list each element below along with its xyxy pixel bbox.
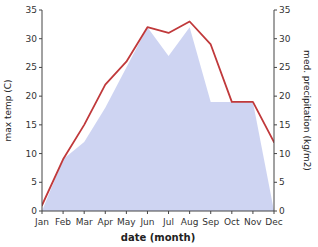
x-tick xyxy=(63,211,64,214)
y-axis-line xyxy=(42,10,43,211)
y-tick-label: 25 xyxy=(26,62,37,72)
y-tick-label: 10 xyxy=(26,149,38,159)
x-tick-label: Jun xyxy=(139,217,154,227)
y-tick xyxy=(39,182,42,183)
x-tick-label: Oct xyxy=(224,217,240,227)
x-tick xyxy=(168,211,169,214)
x-tick-label: Mar xyxy=(76,217,93,227)
x-tick-label: Nov xyxy=(244,217,262,227)
x-tick-label: Apr xyxy=(97,217,113,227)
y-tick xyxy=(39,67,42,68)
x-tick-label: Dec xyxy=(265,217,282,227)
y2-tick xyxy=(274,182,277,183)
area xyxy=(42,27,274,211)
x-tick xyxy=(252,211,253,214)
y-tick xyxy=(39,124,42,125)
y-tick-label: 30 xyxy=(26,34,38,44)
y2-tick xyxy=(274,124,277,125)
x-tick-label: Sep xyxy=(202,217,219,227)
x-tick xyxy=(210,211,211,214)
x-tick xyxy=(231,211,232,214)
x-tick xyxy=(274,211,275,214)
y2-tick-label: 20 xyxy=(279,91,291,101)
x-tick-label: May xyxy=(117,217,136,227)
y2-tick xyxy=(274,153,277,154)
y2-tick-label: 0 xyxy=(279,206,285,216)
y2-tick-label: 25 xyxy=(279,62,290,72)
y-tick-label: 15 xyxy=(26,120,37,130)
y-tick xyxy=(39,96,42,97)
y-tick-label: 20 xyxy=(26,91,38,101)
y2-tick-label: 5 xyxy=(279,177,285,187)
x-axis-label: date (month) xyxy=(121,232,195,243)
y-tick xyxy=(39,38,42,39)
y2-tick-label: 30 xyxy=(279,34,291,44)
y2-tick-label: 10 xyxy=(279,149,291,159)
y-tick-label: 5 xyxy=(31,177,37,187)
y2-axis-label: med. precipitation (kg/m2) xyxy=(302,50,312,171)
x-tick xyxy=(126,211,127,214)
y2-axis-line xyxy=(274,10,275,211)
y-tick-label: 0 xyxy=(31,206,37,216)
y-tick xyxy=(39,153,42,154)
x-tick xyxy=(189,211,190,214)
y2-tick xyxy=(274,10,277,11)
x-tick xyxy=(147,211,148,214)
x-tick xyxy=(84,211,85,214)
chart: 0 5 10 15 20 25 30 35 0 5 10 15 20 25 30 35 Jan Feb Mar Apr… xyxy=(0,0,318,247)
x-tick-label: Jul xyxy=(162,217,174,227)
y-tick xyxy=(39,10,42,11)
x-tick-label: Jan xyxy=(34,217,49,227)
x-tick xyxy=(42,211,43,214)
x-tick-label: Feb xyxy=(55,217,71,227)
plot-marks xyxy=(42,21,274,211)
x-tick xyxy=(105,211,106,214)
y-tick-label: 35 xyxy=(26,5,37,15)
x-tick-label: Aug xyxy=(181,217,199,227)
y2-tick xyxy=(274,38,277,39)
y2-tick-label: 35 xyxy=(279,5,290,15)
line xyxy=(42,21,274,205)
x-axis-line xyxy=(42,211,274,212)
y-axis-label: max temp (C) xyxy=(3,79,13,141)
y2-tick xyxy=(274,96,277,97)
y2-tick xyxy=(274,67,277,68)
y2-tick-label: 15 xyxy=(279,120,290,130)
